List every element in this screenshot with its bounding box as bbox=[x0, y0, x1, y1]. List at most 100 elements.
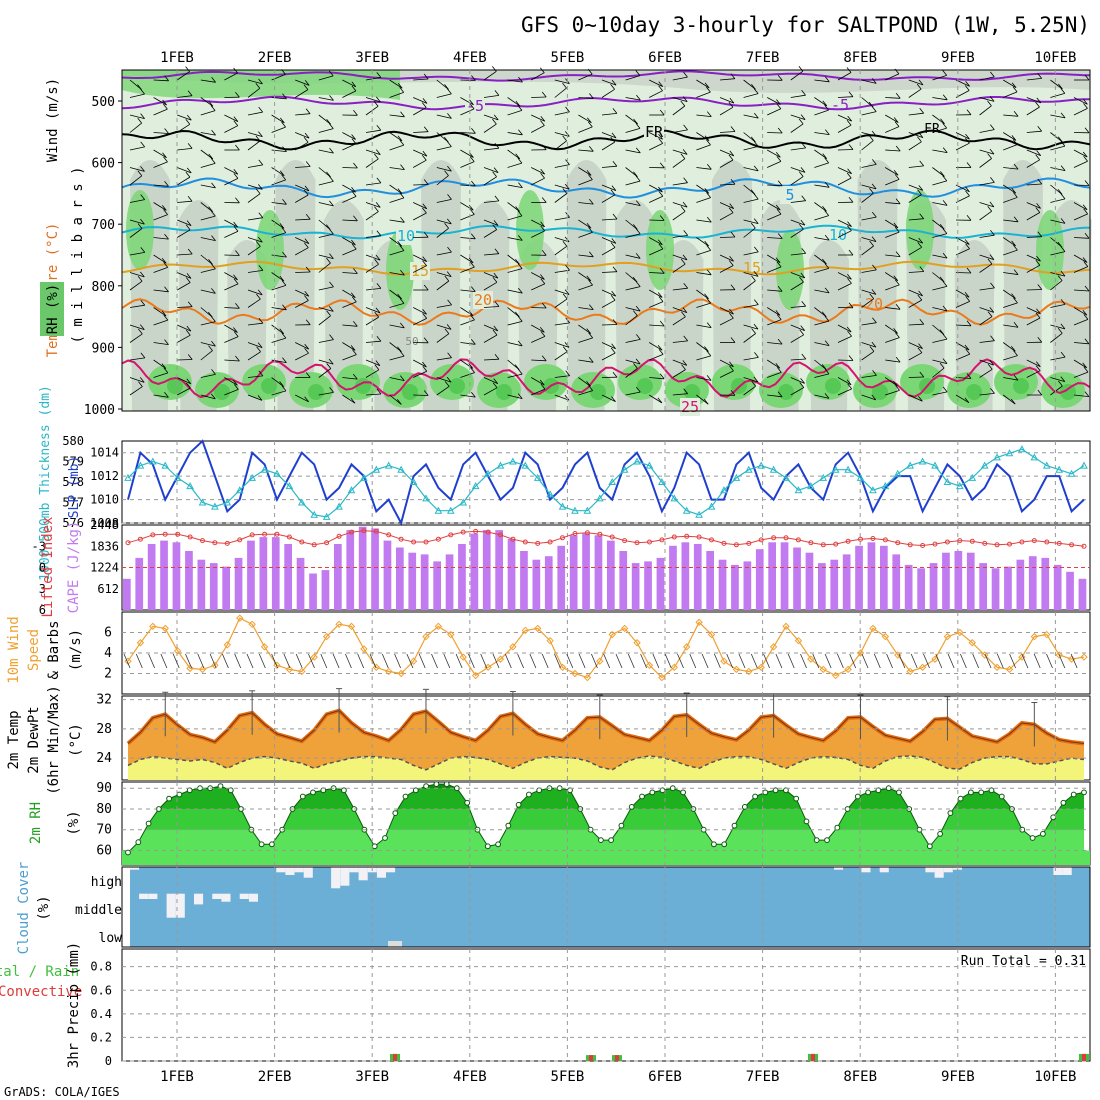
cloud-clear-cell bbox=[175, 893, 185, 918]
wind-barb-flag bbox=[235, 91, 240, 98]
lifted-index-point bbox=[1069, 542, 1075, 548]
wind-barb bbox=[884, 219, 899, 229]
cape-tick-label: 1836 bbox=[90, 539, 119, 553]
wind-barb bbox=[601, 324, 618, 326]
wind-barb-flag bbox=[871, 78, 877, 84]
wind-barb bbox=[413, 265, 427, 273]
wind-barb bbox=[483, 95, 499, 98]
wind-barb bbox=[696, 91, 711, 98]
wind-barb bbox=[153, 97, 167, 106]
wind-barb bbox=[672, 211, 686, 221]
chart-title: GFS 0~10day 3-hourly for SALTPOND (1W, 5… bbox=[521, 13, 1090, 37]
wind-barb-flag bbox=[140, 141, 146, 148]
wind-barb-flag bbox=[397, 188, 403, 194]
wind-barb bbox=[625, 359, 641, 365]
rh-point bbox=[258, 841, 265, 848]
wind-barb bbox=[696, 272, 712, 276]
wind-barb-flag bbox=[682, 360, 688, 366]
wind-barb bbox=[861, 245, 874, 256]
wind-barb-flag bbox=[611, 396, 616, 402]
wind-barb bbox=[932, 180, 947, 186]
wind-barb-flag bbox=[588, 332, 594, 339]
thickness-point bbox=[136, 461, 145, 469]
wind-barb bbox=[908, 165, 924, 168]
wind-barb bbox=[554, 79, 570, 84]
wind-speed-point bbox=[285, 665, 294, 674]
surface-wind-barb bbox=[1046, 653, 1053, 669]
wind-barb-flag bbox=[258, 106, 264, 113]
wind-barb-flag bbox=[376, 124, 382, 131]
wind-barb-flag bbox=[351, 81, 357, 88]
wind-barb bbox=[318, 181, 334, 186]
wind-barb-flag bbox=[635, 200, 641, 206]
wind-barb bbox=[177, 306, 193, 308]
wind-speed-point bbox=[794, 636, 803, 645]
wind-barb bbox=[578, 114, 592, 124]
rh-point bbox=[793, 795, 800, 802]
wind-barb bbox=[507, 373, 523, 378]
wind-barb bbox=[413, 107, 427, 116]
cape-bar bbox=[1041, 557, 1050, 610]
lifted-index-point bbox=[684, 533, 690, 539]
wind-barb-flag bbox=[682, 201, 688, 208]
wind-barb-flag bbox=[492, 382, 498, 388]
lifted-index-point bbox=[659, 537, 665, 543]
thickness-point bbox=[1067, 469, 1076, 477]
wind-barb bbox=[625, 128, 641, 133]
wind-barb-flag bbox=[140, 352, 146, 359]
wind-barb bbox=[1026, 106, 1040, 116]
wind-barb-flag bbox=[281, 280, 287, 286]
wind-barb-flag bbox=[824, 104, 829, 111]
wind-speed-point bbox=[161, 624, 169, 633]
wind-barb bbox=[200, 202, 213, 213]
wind-barb-flag bbox=[942, 175, 948, 182]
wind-barb bbox=[719, 202, 734, 209]
wind-barb-flag bbox=[494, 195, 500, 202]
bottom-date-label: 5FEB bbox=[551, 1069, 585, 1085]
thickness-point bbox=[260, 465, 269, 473]
wind-barb bbox=[153, 108, 168, 116]
wind-barb-flag bbox=[1084, 338, 1090, 345]
surface-wind-barb bbox=[148, 653, 155, 669]
wind-barb bbox=[908, 237, 923, 244]
wind-barb bbox=[318, 254, 334, 259]
wind-barb-flag bbox=[657, 397, 663, 404]
wind-barb bbox=[507, 132, 523, 136]
wind-barb bbox=[389, 250, 405, 256]
rh-moist-column bbox=[421, 160, 461, 411]
wind-barb-flag bbox=[939, 223, 945, 230]
wind-barb-flag bbox=[1035, 312, 1041, 319]
cape-bar bbox=[1066, 571, 1074, 610]
wind-barb bbox=[1050, 377, 1065, 382]
wind-barb bbox=[224, 125, 238, 133]
wind-barb bbox=[460, 214, 475, 221]
wind-barb-flag bbox=[211, 182, 216, 189]
wind-barb bbox=[625, 202, 641, 206]
lifted-index-point bbox=[957, 538, 963, 544]
wind-barb bbox=[365, 158, 379, 168]
slp-tick-label: 1014 bbox=[90, 446, 119, 460]
wind-barb bbox=[177, 95, 193, 98]
wind-barb bbox=[460, 372, 475, 378]
wind-barb-flag bbox=[210, 158, 216, 164]
wind-barb bbox=[601, 299, 616, 308]
wind-barb-flag bbox=[588, 174, 593, 180]
thickness-point bbox=[856, 473, 865, 481]
wind-barb-flag bbox=[422, 361, 427, 368]
wind-barb bbox=[342, 342, 356, 351]
rh-saturated-core bbox=[966, 384, 982, 400]
wind-barb-flag bbox=[659, 373, 665, 380]
wind-barb bbox=[389, 114, 405, 118]
wind-barb bbox=[129, 252, 145, 256]
wind-barb-flag bbox=[635, 386, 641, 393]
wind-barb bbox=[507, 215, 523, 221]
wind-barb bbox=[318, 262, 331, 273]
wind-barb-flag bbox=[422, 150, 428, 157]
wind-barb-flag bbox=[966, 320, 972, 327]
wind-barb-flag bbox=[279, 117, 285, 124]
wind-barb-flag bbox=[539, 327, 545, 333]
wind-barb bbox=[1073, 237, 1090, 239]
wind-barb bbox=[436, 219, 452, 225]
wind-barb-flag bbox=[987, 205, 993, 212]
wind-barb bbox=[318, 339, 334, 343]
